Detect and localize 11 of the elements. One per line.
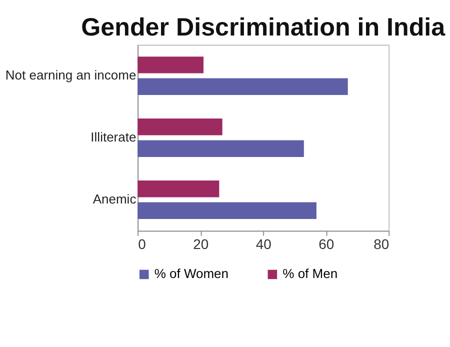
y-tick-label: Not earning an income	[5, 68, 136, 83]
y-tick-label: Illiterate	[90, 129, 136, 144]
legend-label: % of Women	[154, 266, 229, 282]
x-tick-label: 40	[256, 236, 272, 252]
x-tick-label: 80	[374, 236, 390, 252]
x-tick-label: 20	[193, 236, 209, 252]
x-tick-label: 0	[138, 236, 146, 252]
legend-label: % of Men	[282, 266, 338, 282]
y-tick-label: Anemic	[92, 191, 137, 206]
chart-title: Gender Discrimination in India	[81, 14, 446, 42]
x-tick-label: 60	[318, 236, 334, 252]
